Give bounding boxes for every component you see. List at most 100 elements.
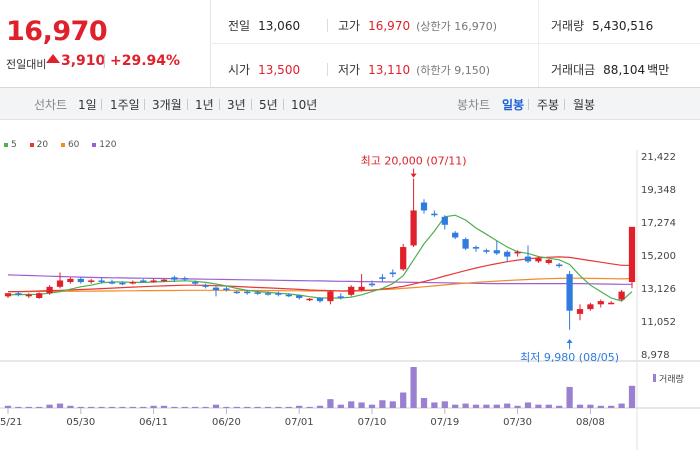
amount-stat: 거래대금 88,104 백만 [551, 61, 669, 78]
amount-label: 거래대금 [551, 63, 596, 77]
volume-bar [36, 406, 43, 408]
prev-close: 전일 13,060 [228, 17, 300, 34]
candle-body [556, 264, 563, 267]
x-tick-label: 08/08 [576, 417, 605, 428]
period-3y[interactable]: 3년 [227, 98, 246, 112]
candle-body [36, 293, 43, 298]
candle-body [535, 258, 542, 262]
volume-bar [306, 406, 313, 408]
volume-bar [576, 404, 584, 408]
y-tick-label: 19,348 [641, 185, 676, 196]
volume-bar [493, 404, 500, 408]
candle-body [223, 288, 230, 291]
max-price-label: 최고 20,000 (07/11) [361, 155, 467, 168]
low-price: 저가 13,110 (하한가 9,150) [338, 61, 490, 78]
toolbar-separator [219, 99, 220, 110]
candle-body [119, 282, 126, 285]
candle-body [524, 256, 532, 262]
current-price: 16,970 [6, 16, 108, 47]
candle-body [316, 297, 324, 302]
period-1y[interactable]: 1년 [195, 98, 214, 112]
line-chart-label: 선차트 [34, 98, 68, 112]
candle-body [129, 282, 136, 284]
toolbar-separator [187, 99, 188, 110]
candle-body [306, 298, 313, 301]
x-tick-label: 06/11 [139, 417, 168, 428]
candle-body [358, 286, 365, 291]
cell-divider [327, 63, 328, 76]
candle-body [25, 294, 32, 297]
y-tick-label: 17,274 [641, 218, 676, 229]
volume-bar [379, 400, 386, 408]
candle-body [192, 282, 199, 284]
ma20-swatch [29, 142, 34, 147]
candle-body [431, 213, 438, 216]
x-tick-label: 06/20 [212, 417, 241, 428]
candle-monthly[interactable]: 월봉 [573, 98, 596, 112]
open-value: 13,500 [258, 63, 301, 77]
period-1w[interactable]: 1주일 [110, 98, 140, 112]
volume-bar [514, 405, 521, 408]
volume-bar [254, 406, 261, 408]
candle-body [348, 286, 355, 295]
candle-body [244, 291, 251, 294]
ma120-line [7, 274, 632, 285]
volume-bar [275, 406, 282, 408]
volume-bar [119, 406, 126, 408]
volume-bar [244, 406, 251, 408]
volume-bar [67, 405, 74, 408]
candle-body [77, 278, 84, 283]
volume-bar [129, 406, 136, 408]
candle-daily[interactable]: 일봉 [502, 98, 525, 112]
period-1d[interactable]: 1일 [78, 98, 97, 112]
ma-legend: 5 20 60 120 [4, 140, 126, 150]
y-tick-label: 8,978 [641, 350, 670, 361]
legend-ma120: 120 [92, 140, 116, 150]
low-label: 저가 [338, 63, 361, 77]
x-tick-label: 07/01 [285, 417, 314, 428]
prev-close-value: 13,060 [258, 19, 301, 33]
candle-body [202, 285, 209, 287]
ma120-swatch [92, 142, 97, 147]
volume-bar [431, 402, 438, 408]
volume-bar [171, 406, 178, 408]
candle-body [337, 296, 344, 298]
volume-value: 5,430,516 [592, 19, 654, 33]
candle-weekly[interactable]: 주봉 [537, 98, 560, 112]
volume-bar [233, 406, 240, 408]
ma60-swatch [60, 142, 65, 147]
volume-bar [545, 404, 552, 408]
candle-body [327, 291, 334, 302]
volume-bar [150, 405, 157, 408]
candle-body [98, 280, 105, 282]
lower-limit: (하한가 9,150) [416, 64, 491, 77]
period-10y[interactable]: 10년 [291, 98, 318, 112]
volume-bar [618, 403, 625, 408]
volume-bar [587, 404, 594, 408]
candle-body [410, 210, 417, 246]
candle-body [88, 280, 95, 282]
change-value: 3,910 [61, 53, 106, 69]
candle-body [140, 280, 147, 282]
up-arrow-icon [46, 54, 60, 63]
period-3m[interactable]: 3개월 [152, 98, 182, 112]
volume-bar [88, 406, 95, 408]
volume-bar [77, 406, 84, 408]
change-percent: +29.94% [110, 53, 181, 69]
legend-ma5: 5 [4, 140, 17, 150]
high-value: 16,970 [368, 19, 411, 33]
volume-label: 거래량 [659, 373, 684, 385]
volume-bar [140, 406, 147, 408]
period-5y[interactable]: 5년 [259, 98, 278, 112]
volume-bar [368, 404, 376, 408]
x-tick-label: 05/21 [0, 417, 22, 428]
open-price: 시가 13,500 [228, 61, 300, 78]
candle-body [452, 232, 459, 238]
candle-body [389, 272, 396, 275]
y-tick-label: 11,052 [641, 317, 676, 328]
volume-bar [556, 405, 563, 408]
candle-body [67, 278, 74, 283]
candle-body [108, 282, 116, 284]
candle-body [285, 294, 292, 297]
